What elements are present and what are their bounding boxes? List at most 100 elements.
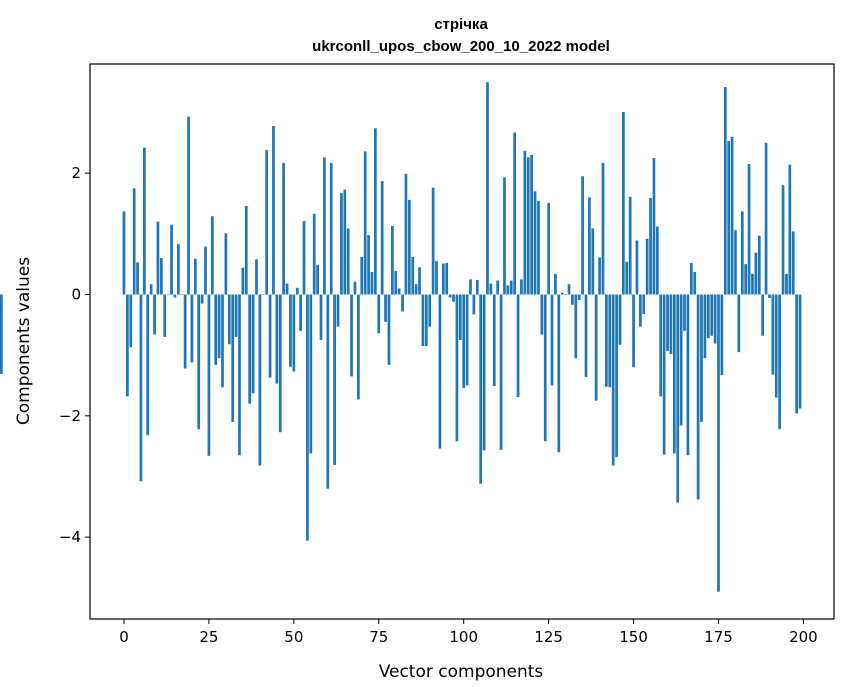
bar-155: [649, 198, 652, 295]
bar-161: [669, 294, 673, 354]
bar-24: [204, 246, 207, 295]
bar-181: [737, 294, 741, 353]
y-tick-label-0: 0: [71, 285, 81, 303]
bar-182: [740, 211, 744, 295]
bar-170: [700, 294, 703, 422]
bar-156: [652, 158, 656, 295]
bar-8: [149, 284, 153, 295]
bar-95: [445, 262, 449, 295]
bar-15: [173, 294, 177, 298]
x-axis-ticks: 0 25 50 75 100 125 150 175 200: [119, 619, 818, 646]
bar-62: [333, 294, 336, 465]
bar-71: [363, 151, 367, 295]
bar-175: [717, 294, 720, 592]
bar-89: [424, 294, 428, 347]
bar-13: [166, 294, 170, 296]
bar-184: [747, 164, 751, 295]
bar-5: [139, 294, 143, 482]
bar-103: [472, 294, 476, 315]
bar-183: [744, 264, 748, 295]
bar-108: [489, 283, 493, 295]
bar-123: [540, 294, 544, 335]
bar-152: [639, 294, 642, 327]
bar-80: [394, 270, 398, 295]
bar-6: [143, 147, 146, 295]
bar-68: [353, 281, 357, 295]
plot-frame: [89, 63, 835, 620]
bar-74: [374, 128, 377, 295]
bar-85: [411, 256, 415, 295]
bar-50: [292, 294, 296, 372]
bar-36: [244, 205, 248, 295]
bar-69: [357, 294, 360, 400]
bar-77: [384, 294, 387, 322]
bar-167: [689, 262, 693, 295]
bar-75: [377, 294, 381, 334]
bar-146: [618, 294, 622, 345]
bar-73: [370, 272, 374, 295]
x-tick-label-75: 75: [369, 628, 388, 646]
bar-27: [214, 294, 218, 365]
bar-79: [391, 225, 394, 295]
bar-87: [418, 267, 421, 295]
bar-94: [441, 263, 445, 295]
bar-92: [435, 261, 438, 295]
y-tick-label--4: −4: [59, 528, 81, 546]
bar-66: [346, 228, 350, 295]
bar-179: [730, 136, 734, 295]
bar-194: [781, 185, 785, 295]
bar-31: [227, 294, 231, 345]
y-axis-ticks: −4 −2 0 2: [59, 164, 90, 546]
bar-17: [180, 294, 184, 296]
bar-117: [520, 279, 523, 295]
bar-64: [340, 193, 343, 295]
bar-180: [734, 230, 737, 295]
bar-33: [234, 294, 238, 337]
bar-93: [438, 294, 442, 449]
bar-7: [146, 294, 150, 436]
bar-52: [299, 294, 302, 331]
bar-37: [248, 294, 252, 404]
bar-132: [571, 294, 574, 305]
bar-131: [567, 284, 571, 295]
bar-160: [666, 294, 669, 351]
bar-141: [601, 162, 605, 295]
bar-126: [550, 294, 554, 386]
bar-106: [482, 294, 486, 451]
bar-9: [153, 294, 156, 335]
bar-99: [458, 294, 462, 340]
bar-122: [537, 201, 540, 295]
x-tick-label-25: 25: [199, 628, 218, 646]
bar-115: [513, 132, 517, 295]
bar-4: [136, 262, 139, 295]
bar-1: [126, 294, 129, 397]
bar-101: [465, 294, 469, 386]
bar-48: [285, 283, 289, 295]
bar-198: [795, 294, 798, 414]
bar-84: [407, 199, 411, 295]
bar-154: [645, 238, 649, 295]
bar-86: [414, 284, 418, 295]
bar-159: [662, 294, 666, 455]
y-tick-label-2: 2: [71, 164, 81, 182]
bar-110: [496, 280, 500, 295]
bar-176: [720, 294, 724, 376]
bar-10: [156, 221, 160, 295]
bar-168: [693, 272, 697, 295]
bar-199: [798, 294, 802, 409]
bars-group: [0, 82, 802, 592]
bar-143: [608, 294, 612, 388]
bar-56: [312, 213, 316, 295]
bar-119: [526, 157, 530, 295]
bar-121: [533, 191, 537, 295]
bar-40: [258, 294, 262, 466]
bar-174: [713, 294, 717, 344]
bar-127: [554, 273, 557, 295]
bar-153: [642, 294, 646, 314]
bar-55: [309, 294, 313, 454]
bar-47: [282, 162, 285, 295]
bar-38: [251, 294, 255, 394]
bar-90: [428, 294, 432, 327]
